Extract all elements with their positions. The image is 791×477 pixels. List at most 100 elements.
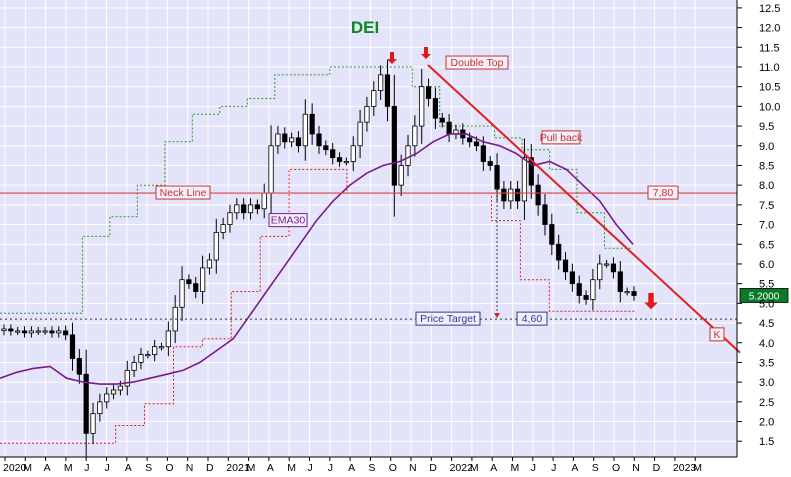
candle-body [193, 283, 199, 292]
label-target-value: 4,60 [516, 311, 548, 326]
candle-body [227, 212, 233, 225]
y-tick-label: 5.5 [759, 279, 774, 291]
label-neck-value-box [647, 185, 679, 200]
x-tick-label: 2020 [3, 462, 27, 474]
y-tick-label: 7.0 [759, 220, 774, 232]
candle-body [282, 133, 288, 143]
y-tick-label: 4.5 [759, 318, 774, 330]
candle-body [90, 413, 96, 434]
x-tick-label: O [389, 462, 397, 474]
label-ema30: EMA30 [268, 213, 308, 228]
candle-body [165, 330, 171, 348]
candle-body [49, 330, 55, 334]
x-tick-label: M [470, 462, 479, 474]
candle-body [631, 291, 637, 296]
candle-body [330, 149, 336, 158]
candle-body [597, 263, 603, 281]
x-tick-label: D [206, 462, 214, 474]
candle-body [302, 113, 308, 147]
y-tick-label: 10.5 [759, 82, 780, 94]
candle-body [206, 259, 213, 269]
candle-body [371, 90, 377, 107]
candle-body [83, 373, 89, 434]
candle-body [391, 105, 397, 186]
x-tick-label: M [247, 462, 256, 474]
x-tick-label: J [105, 462, 110, 474]
y-tick-label: 6.5 [759, 239, 774, 251]
label-neck-value-text: 7,80 [653, 187, 674, 199]
candle-body [104, 393, 110, 403]
candle-body [576, 283, 582, 296]
y-tick-label: 10.0 [759, 101, 780, 113]
x-tick-label: J [84, 462, 89, 474]
candle-body [8, 328, 14, 332]
y-tick-label: 9.5 [759, 121, 774, 133]
price-channels [0, 66, 636, 444]
candle-body [261, 192, 267, 210]
y-tick-label: 8.5 [759, 160, 774, 172]
candle-body [384, 74, 391, 107]
peak-arrow-1 [387, 52, 397, 64]
candle-body [152, 346, 158, 355]
candle-body [412, 125, 418, 147]
candle-body [432, 98, 439, 119]
x-tick-label: J [551, 462, 556, 474]
candle-body [542, 204, 548, 225]
lower-channel [0, 168, 636, 444]
candle-body [610, 263, 617, 273]
candle-body [323, 145, 329, 151]
bottom-axis-background [0, 457, 737, 477]
x-tick-label: A [125, 462, 132, 474]
x-tick-label: D [429, 462, 437, 474]
candle-body [494, 165, 500, 190]
upper-channel [0, 66, 632, 314]
candle-body [220, 224, 226, 233]
right-axis-background [737, 0, 791, 477]
measure-arrowhead [494, 313, 500, 319]
candle-body [117, 385, 124, 391]
x-tick-label: A [44, 462, 51, 474]
label-k-text: K [713, 329, 720, 341]
candle-body [179, 279, 185, 308]
candle-body [446, 121, 452, 135]
x-tick-label: A [571, 462, 578, 474]
axes: 1.5 2.0 2.5 3.0 3.5 4.0 4.5 5.0 5.5 6.0 6.5 7.0 7.5 8… [0, 0, 780, 474]
y-tick-label: 6.0 [759, 259, 774, 271]
candle-body [309, 113, 315, 135]
label-price-target-text: Price Target [420, 313, 476, 325]
x-tick-label: A [490, 462, 497, 474]
candle-body [467, 137, 473, 143]
label-pull-back-box [541, 130, 581, 145]
candle-body [350, 145, 356, 162]
label-target-value-box [516, 311, 548, 326]
x-tick-label: N [409, 462, 417, 474]
y-tick-label: 11.0 [759, 62, 780, 74]
x-tick-label: J [328, 462, 333, 474]
candle-body [562, 259, 569, 273]
candle-body [110, 389, 117, 395]
candle-body [590, 279, 596, 300]
candle-body [254, 204, 260, 210]
x-tick-label: O [165, 462, 173, 474]
candle-body [378, 74, 384, 92]
label-neck-line-text: Neck Line [160, 187, 207, 199]
candle-body [145, 354, 151, 357]
candle-body [15, 330, 21, 333]
candle-body [268, 145, 274, 194]
label-pull-back: Pull back [540, 130, 583, 145]
label-neck-value: 7,80 [647, 185, 679, 200]
x-tick-label: 2022 [450, 462, 474, 474]
candle-body [97, 401, 103, 415]
candle-body [624, 291, 630, 294]
x-tick-label: D [653, 462, 661, 474]
overlays: Double Top Pull back Neck Line 7,80 EMA30 Pri… [0, 47, 789, 385]
x-tick-label: A [267, 462, 274, 474]
x-tick-label: A [348, 462, 355, 474]
x-tick-label: S [368, 462, 375, 474]
y-tick-label: 12.5 [759, 3, 780, 15]
y-tick-label: 8.0 [759, 180, 774, 192]
candle-body [199, 267, 206, 292]
candle-body [138, 354, 144, 363]
x-tick-label: J [308, 462, 313, 474]
